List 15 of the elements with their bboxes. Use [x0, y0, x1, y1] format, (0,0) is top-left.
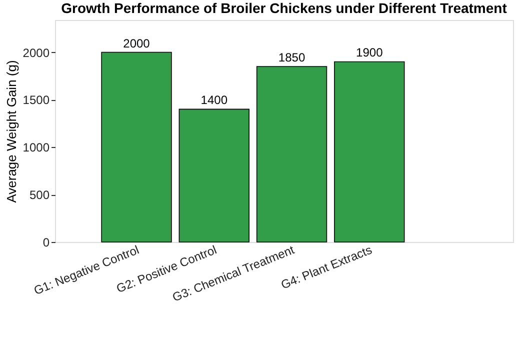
- bar: [101, 52, 172, 242]
- chart-title: Growth Performance of Broiler Chickens under Different Treatment: [61, 0, 508, 16]
- y-tick-label: 0: [42, 236, 50, 250]
- data-label: 2000: [123, 36, 150, 50]
- data-label: 1850: [278, 50, 306, 64]
- y-tick-label: 1000: [22, 140, 50, 155]
- bar: [256, 66, 328, 242]
- y-axis-title: Average Weight Gain (g): [4, 60, 19, 203]
- y-tick-label: 500: [29, 188, 50, 202]
- bar: [334, 61, 405, 242]
- data-label: 1400: [200, 93, 228, 108]
- y-tick-label: 1500: [22, 93, 50, 108]
- data-label: 1900: [356, 46, 384, 60]
- bar: [178, 108, 250, 242]
- y-tick-label: 2000: [22, 46, 50, 60]
